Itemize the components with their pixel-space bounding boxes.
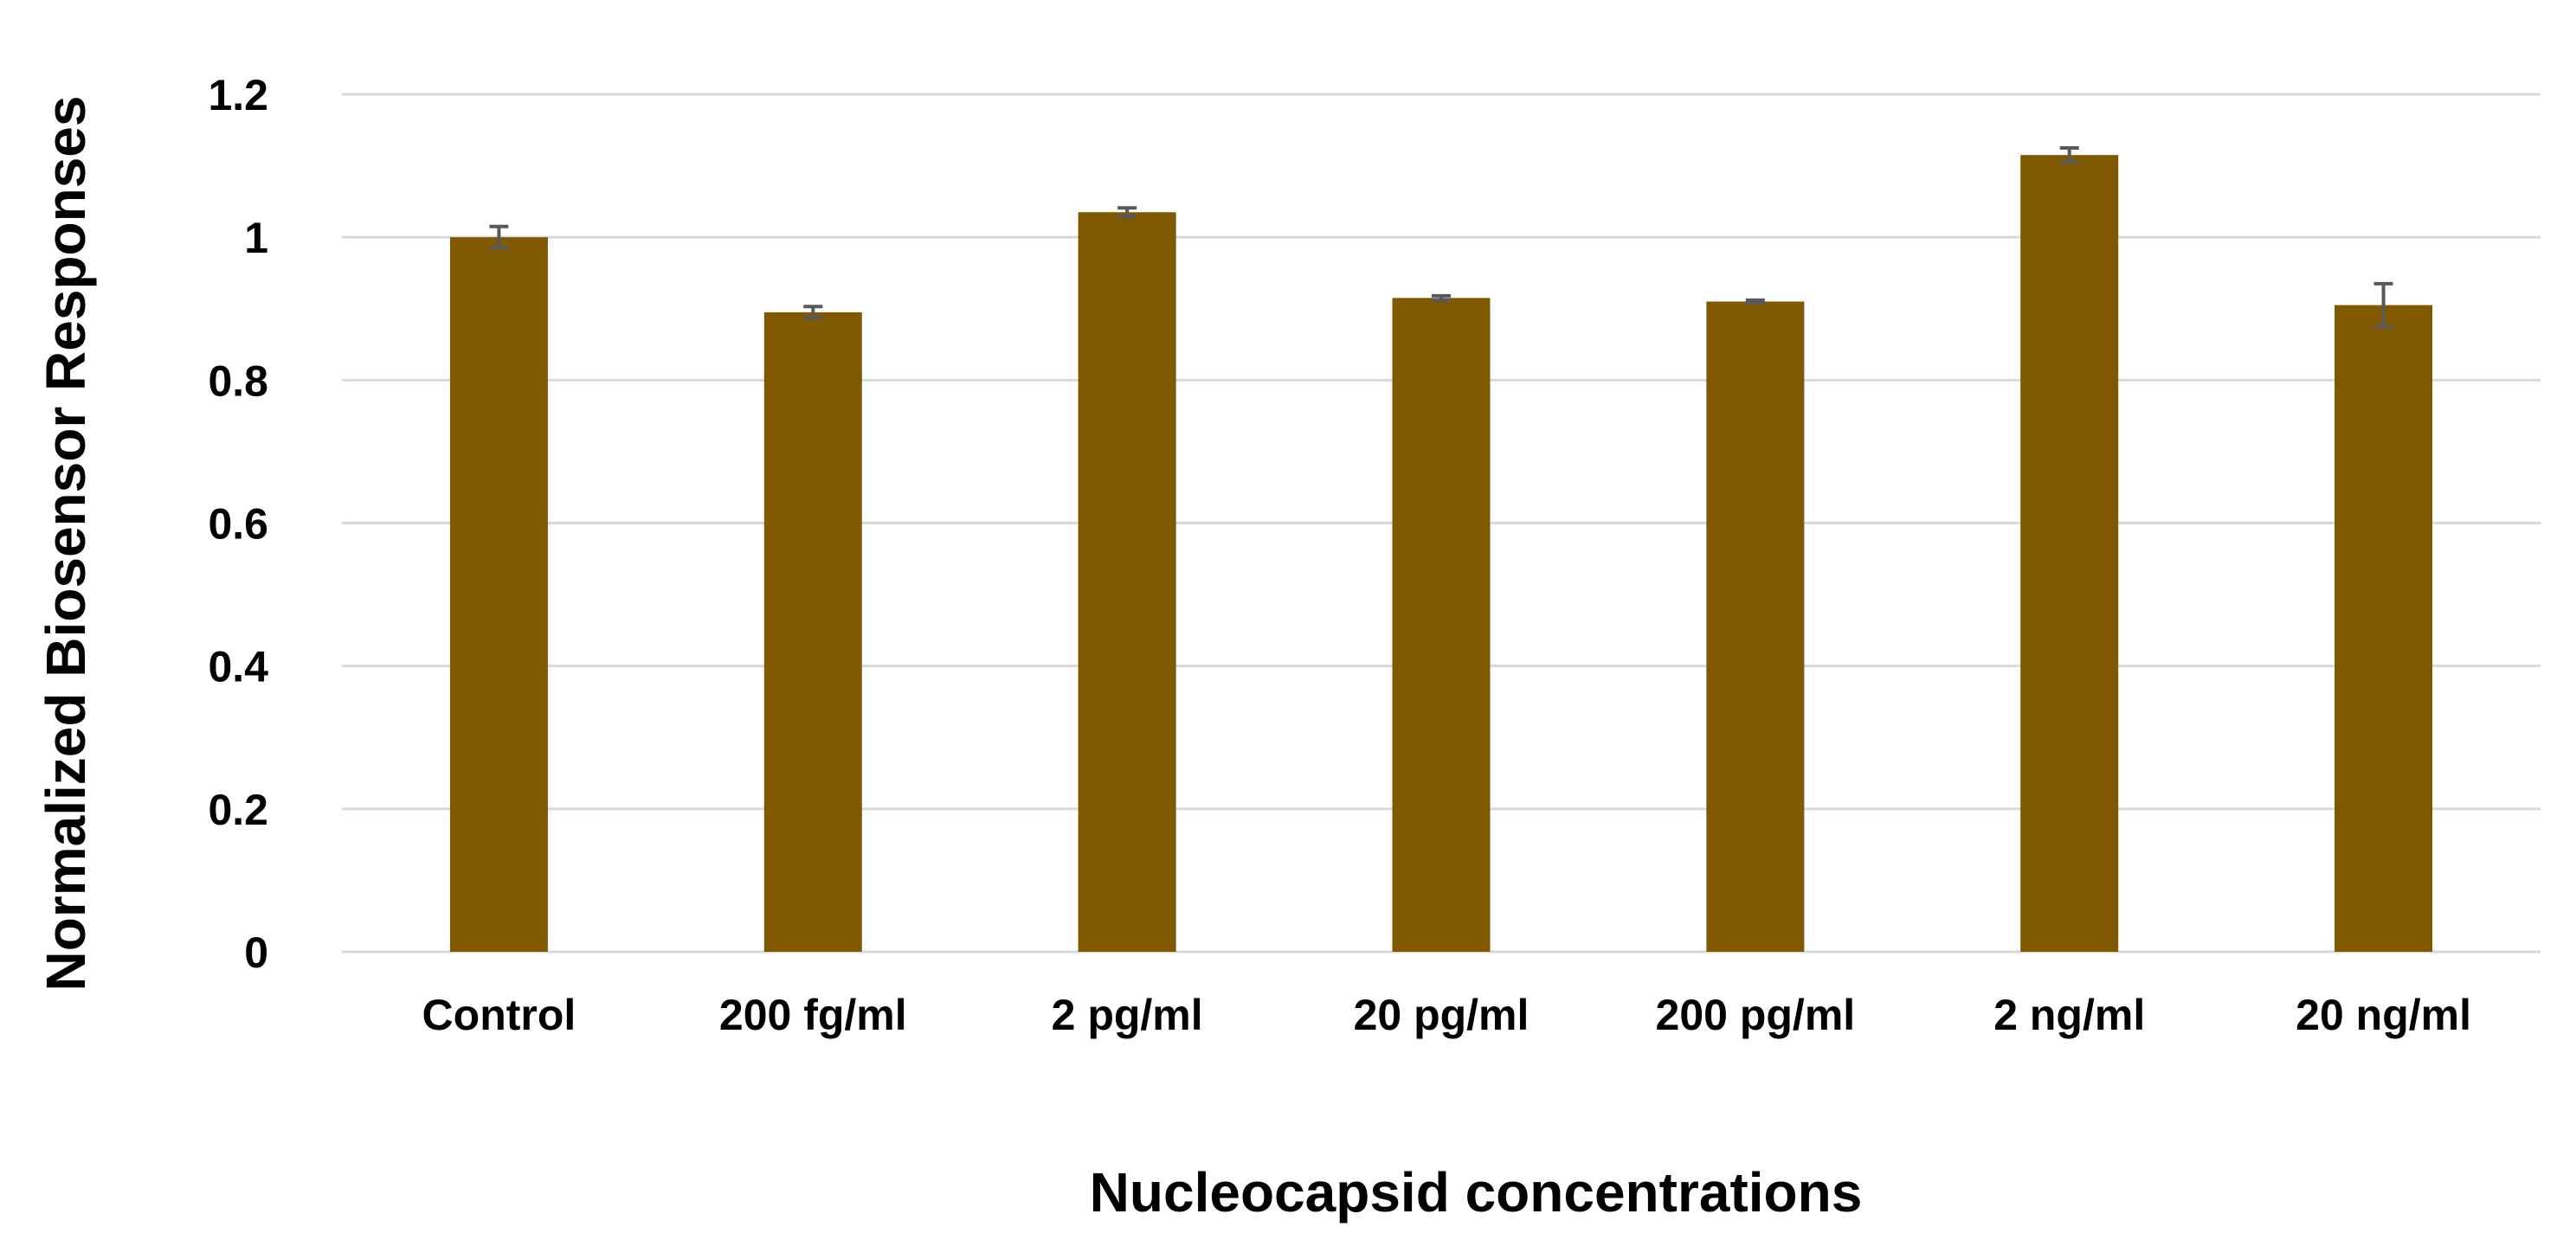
bar (763, 312, 862, 953)
x-tick-label: 200 fg/ml (719, 991, 907, 1039)
error-bar (2373, 281, 2393, 329)
y-tick-label: 0.8 (208, 356, 268, 405)
error-bar (803, 305, 823, 320)
y-axis-tick-labels: 0 0.2 0.4 0.6 0.8 1 1.2 (208, 71, 268, 977)
y-tick-label: 0.4 (208, 643, 268, 691)
y-tick-label: 1.2 (208, 71, 268, 119)
error-bar (1745, 298, 1765, 305)
bar (2020, 155, 2119, 953)
x-tick-label: Control (422, 991, 576, 1039)
y-tick-label: 0.6 (208, 500, 268, 549)
error-bars (489, 145, 2393, 329)
x-tick-label: 2 pg/ml (1052, 991, 1203, 1039)
y-axis-title: Normalized Biosensor Responses (35, 96, 97, 992)
x-tick-label: 20 pg/ml (1354, 991, 1530, 1039)
bars (449, 155, 2433, 953)
x-tick-label: 20 ng/ml (2296, 991, 2471, 1039)
bar (1706, 301, 1805, 952)
y-tick-label: 0.2 (208, 786, 268, 834)
bar (449, 237, 548, 953)
y-tick-label: 0 (244, 928, 268, 977)
x-axis-tick-labels: Control 200 fg/ml 2 pg/ml 20 pg/ml 200 pg/ml… (422, 991, 2471, 1039)
error-bar (2059, 145, 2079, 164)
error-bar (1432, 293, 1451, 302)
error-bar (1117, 206, 1137, 219)
y-tick-label: 1 (244, 214, 268, 262)
error-bar (489, 224, 509, 250)
x-tick-label: 200 pg/ml (1656, 991, 1856, 1039)
x-axis-title: Nucleocapsid concentrations (1090, 1161, 1863, 1224)
bar (2334, 305, 2433, 952)
x-tick-label: 2 ng/ml (1993, 991, 2145, 1039)
bar (1392, 298, 1491, 952)
bar (1078, 212, 1176, 952)
